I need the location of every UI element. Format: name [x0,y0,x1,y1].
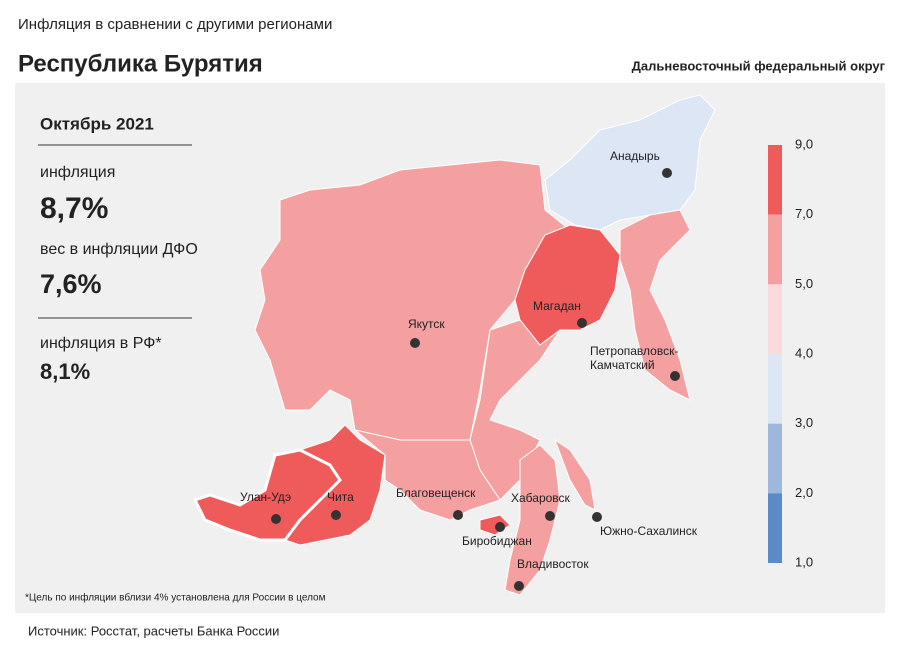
city-dot [545,511,555,521]
legend-band [768,423,782,494]
russia-value: 8,1% [40,359,90,384]
city-label: Улан-Удэ [240,490,291,504]
legend-label: 3,0 [795,415,813,430]
period: Октябрь 2021 [40,114,154,133]
legend-label: 7,0 [795,206,813,221]
subtitle: Инфляция в сравнении с другими регионами [18,16,332,33]
inflation-label: инфляция [40,164,115,181]
legend-label: 9,0 [795,136,813,151]
source: Источник: Росстат, расчеты Банка России [28,623,279,638]
city-dot [410,338,420,348]
region [514,224,621,346]
city-label: Петропавловск- [590,344,678,358]
city-dot [453,510,463,520]
weight-label: вес в инфляции ДФО [40,241,198,258]
region-buryatia [192,448,342,542]
cities: Анадырь Магадан Якутск Петропавловск-Кам… [240,149,698,591]
city-label: Южно-Сахалинск [600,524,698,538]
city-label: Магадан [533,299,581,313]
legend-label: 2,0 [795,485,813,500]
city-dot [271,514,281,524]
city-label: Хабаровск [511,491,571,505]
inflation-value: 8,7% [40,192,108,225]
city-dot [331,510,341,520]
region [619,209,691,401]
city-label: Владивосток [517,557,589,571]
district: Дальневосточный федеральный округ [632,58,886,73]
region [504,444,561,596]
title: Республика Бурятия [18,50,263,77]
city-label: Чита [327,490,354,504]
city-label: Камчатский [590,358,655,372]
city-label: Якутск [408,317,445,331]
legend-label: 5,0 [795,276,813,291]
city-dot [514,581,524,591]
city-dot [592,512,602,522]
russia-label: инфляция в РФ* [40,335,162,352]
city-dot [670,371,680,381]
city-dot [495,522,505,532]
footnote: *Цель по инфляции вблизи 4% установлена … [25,592,326,604]
weight-value: 7,6% [40,269,102,299]
region [354,429,501,521]
legend-label: 4,0 [795,345,813,360]
region [254,159,572,441]
legend-label: 1,0 [795,554,813,569]
legend: 9,0 7,0 5,0 4,0 3,0 2,0 1,0 [768,136,813,569]
legend-band [768,145,782,215]
legend-band [768,354,782,424]
city-label: Биробиджан [462,534,532,548]
region [553,438,596,511]
map [192,94,716,596]
legend-band [768,214,782,285]
legend-band [768,493,782,563]
city-label: Благовещенск [396,486,476,500]
city-label: Анадырь [610,149,660,163]
legend-band [768,284,782,354]
city-dot [577,318,587,328]
city-dot [662,168,672,178]
